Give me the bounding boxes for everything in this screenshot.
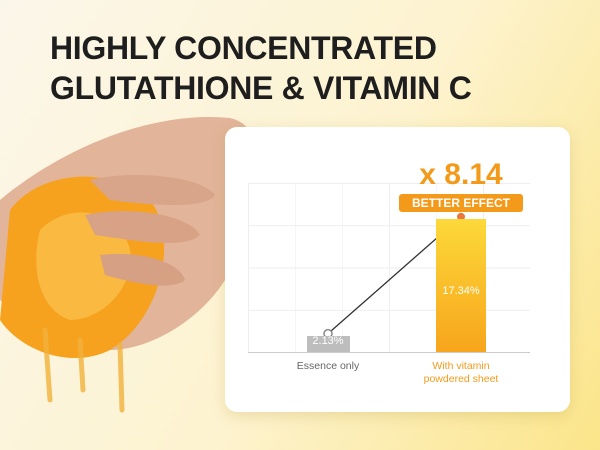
x-tick-label: Essence only: [296, 360, 360, 372]
chart-title: HIGHLY CONCENTRATED GLUTATHIONE & VITAMI…: [50, 30, 472, 106]
annotation: x 8.14: [419, 158, 503, 191]
bar: [306, 335, 350, 352]
x-tick-label: With vitamin powdered sheet: [423, 360, 499, 385]
bar: [436, 218, 486, 352]
value-label: 2.13%: [312, 335, 344, 347]
annotation: BETTER EFFECT: [399, 194, 523, 212]
value-label: 17.34%: [442, 285, 480, 298]
arrow-part: [327, 221, 456, 335]
